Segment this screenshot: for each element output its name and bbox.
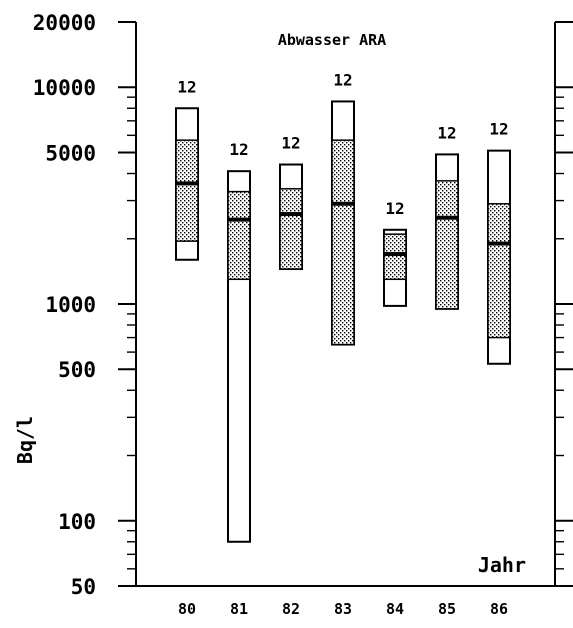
chart-title: Abwasser ARA	[278, 31, 386, 49]
n-label: 12	[333, 70, 352, 89]
iqr-box	[487, 203, 511, 339]
x-tick-label: 83	[334, 600, 352, 618]
median-line	[332, 201, 354, 206]
y-tick-label: 50	[71, 575, 96, 599]
n-label: 12	[437, 123, 456, 142]
median-line	[436, 215, 458, 220]
n-label: 12	[385, 199, 404, 218]
axes	[118, 21, 573, 587]
n-label: 12	[177, 77, 196, 96]
iqr-box	[383, 233, 407, 281]
x-axis-title: Jahr	[478, 553, 526, 577]
median-line	[176, 181, 198, 186]
y-tick-label: 5000	[45, 141, 96, 165]
y-axis-title: Bq/l	[13, 416, 37, 464]
n-label: 12	[229, 140, 248, 159]
n-label: 12	[489, 120, 508, 139]
median-line	[280, 212, 302, 217]
y-tick-label: 500	[58, 358, 96, 382]
x-tick-label: 84	[386, 600, 404, 618]
median-line	[488, 241, 510, 246]
iqr-box	[331, 139, 355, 346]
y-tick-label: 100	[58, 510, 96, 534]
iqr-box	[435, 180, 459, 310]
x-tick-label: 82	[282, 600, 300, 618]
n-label: 12	[281, 134, 300, 153]
y-tick-label: 10000	[33, 76, 96, 100]
x-tick-label: 80	[178, 600, 196, 618]
labels: 50 100 500 1000 5000 10000 20000 Bq/l Abwasser A…	[13, 11, 526, 618]
y-tick-label: 20000	[33, 11, 96, 35]
iqr-box	[227, 190, 251, 281]
iqr-box	[279, 188, 303, 270]
median-line	[384, 252, 406, 257]
y-tick-label: 1000	[45, 293, 96, 317]
x-tick-label: 81	[230, 600, 248, 618]
median-line	[228, 217, 250, 222]
x-tick-label: 85	[438, 600, 456, 618]
x-tick-label: 86	[490, 600, 508, 618]
iqr-box	[175, 139, 199, 242]
boxes	[175, 100, 511, 543]
